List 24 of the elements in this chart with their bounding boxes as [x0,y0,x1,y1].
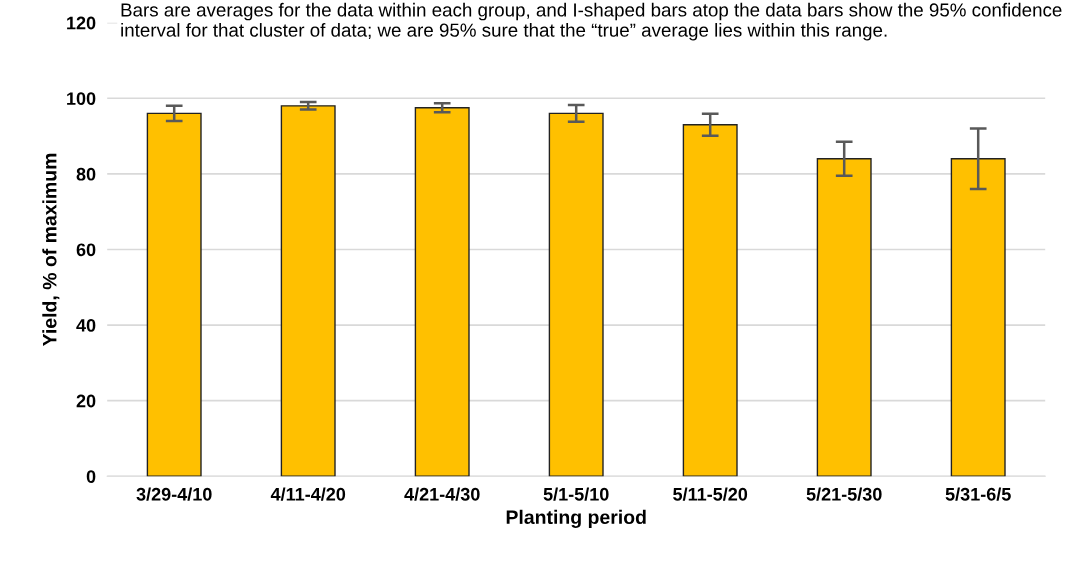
y-tick-label: 60 [76,243,96,257]
x-axis-title: Planting period [506,509,646,528]
bar [682,124,738,477]
bar [414,107,470,477]
x-tick-label: 5/21-5/30 [806,487,882,501]
y-tick-label: 40 [76,319,96,332]
x-tick-label: 4/11-4/20 [270,487,346,501]
y-axis-title: Yield, % of maximum [42,153,60,347]
x-tick-label: 4/21-4/30 [404,487,480,501]
bar [816,158,872,477]
y-tick-label: 120 [67,16,96,30]
bar [950,158,1006,477]
y-tick-label: 0 [86,470,96,483]
y-tick-label: 100 [67,92,96,105]
y-tick-label: 20 [76,394,96,408]
x-tick-label: 5/11-5/20 [673,487,748,501]
bar [280,105,336,477]
y-tick-label: 80 [76,167,96,181]
annotation: Bars are averages for the data within each group, and I-shaped bars atop the data bars show the 95% confidence interval for that cluster of data; we are 95% sure that the “true” average lies within this range. [121,2,1062,41]
x-tick-label: 5/31-6/5 [945,487,1011,501]
bar [548,112,604,477]
x-tick-label: 3/29-4/10 [136,487,212,501]
x-tick-label: 5/1-5/10 [543,487,609,501]
bar [146,112,202,477]
